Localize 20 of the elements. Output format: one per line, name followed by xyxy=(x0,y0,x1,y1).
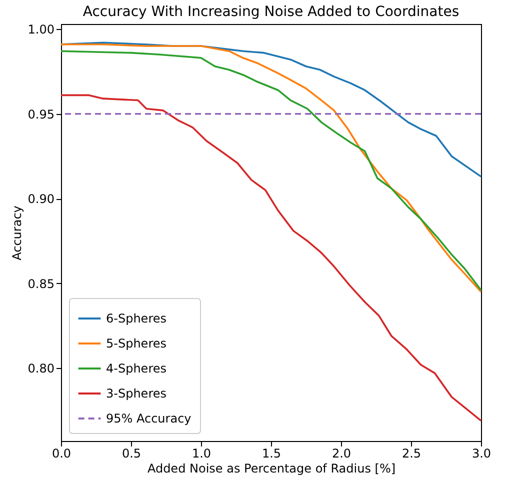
x-tick-label: 1.5 xyxy=(262,446,282,460)
x-tick-label: 2.0 xyxy=(332,446,352,460)
legend-label: 5-Spheres xyxy=(106,336,166,350)
legend-label: 4-Spheres xyxy=(106,362,166,376)
y-tick-label: 0.85 xyxy=(28,276,54,291)
chart-title: Accuracy With Increasing Noise Added to Coordinates xyxy=(82,4,460,20)
x-tick-label: 1.0 xyxy=(192,446,212,460)
y-tick-label: 1.00 xyxy=(28,22,54,37)
legend-label: 3-Spheres xyxy=(106,386,166,400)
x-axis-title: Added Noise as Percentage of Radius [%] xyxy=(147,462,396,476)
x-tick-label: 0.0 xyxy=(52,446,72,460)
y-tick-label: 0.95 xyxy=(28,107,54,122)
y-tick-label: 0.90 xyxy=(28,192,54,206)
x-tick-label: 2.5 xyxy=(402,446,422,460)
y-axis-title: Accuracy xyxy=(10,206,24,260)
x-tick-label: 0.5 xyxy=(122,446,142,460)
y-tick-label: 0.80 xyxy=(28,362,54,376)
legend-label: 95% Accuracy xyxy=(106,412,192,426)
x-tick-label: 3.0 xyxy=(472,446,492,460)
legend-label: 6-Spheres xyxy=(106,312,166,326)
